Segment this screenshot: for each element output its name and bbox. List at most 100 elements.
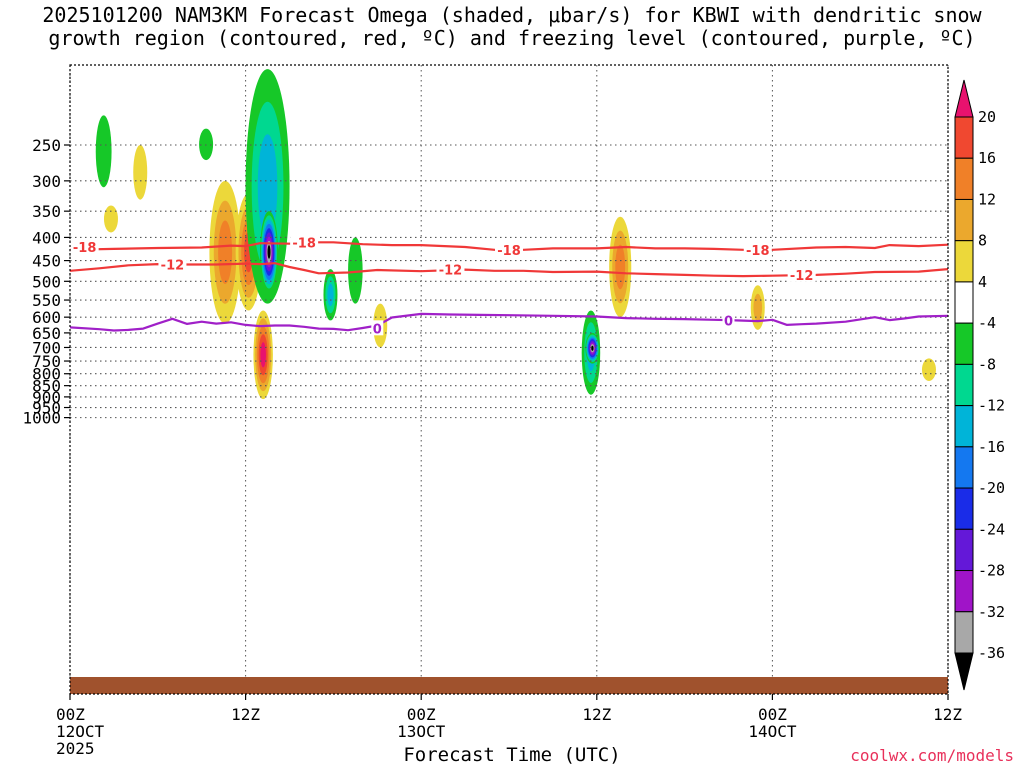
contour-label-bg	[436, 261, 465, 277]
colorbar-label: -16	[978, 438, 1005, 456]
contour-label-bg	[158, 256, 187, 272]
y-tick-label: 800	[32, 365, 61, 384]
y-tick-label: 450	[32, 252, 61, 271]
y-tick-label: 1000	[22, 409, 61, 428]
x-tick-label: 00Z	[407, 705, 436, 724]
x-tick-label: 12Z	[231, 705, 260, 724]
contour-label: -18	[497, 244, 521, 259]
omega-contour-fill	[267, 245, 271, 259]
y-tick-label: 250	[32, 136, 61, 155]
omega-contour-fill	[199, 128, 214, 161]
x-tick-date: 13OCT	[397, 722, 446, 741]
contour-label: -18	[746, 244, 770, 259]
colorbar-bin	[954, 240, 974, 283]
contour-label: 0	[724, 314, 733, 329]
y-tick-label: 300	[32, 172, 61, 191]
colorbar-bin	[954, 405, 974, 448]
omega-feature	[921, 358, 936, 381]
x-axis-label: Forecast Time (UTC)	[403, 744, 621, 766]
colorbar-label: -12	[978, 397, 1005, 415]
contour-label-bg	[722, 312, 735, 328]
credit-text[interactable]: coolwx.com/models	[850, 746, 1014, 765]
colorbar-bin	[954, 570, 974, 613]
y-tick-label: 550	[32, 291, 61, 310]
colorbar: 20 16 12 8 4 -4 -8 -12 -16 -20 -24 -28 -32 -36	[954, 79, 1005, 691]
y-axis: 2503003504004505005506006507007508008509…	[22, 136, 70, 428]
x-tick-label: 12Z	[933, 705, 962, 724]
omega-feature	[750, 285, 765, 330]
y-tick-label: 500	[32, 272, 61, 291]
contour-line	[70, 262, 948, 278]
colorbar-bottom-arrow	[954, 652, 974, 691]
contour-label-bg	[70, 239, 99, 255]
contour-label-bg	[787, 266, 816, 282]
y-tick-label: 400	[32, 228, 61, 247]
colorbar-label: -20	[978, 479, 1005, 497]
contour-label-bg	[290, 234, 319, 250]
y-tick-label: 750	[32, 352, 61, 371]
colorbar-label: -28	[978, 562, 1005, 580]
colorbar-label: -8	[978, 355, 996, 373]
colorbar-label: 16	[978, 149, 996, 167]
omega-feature	[95, 115, 112, 188]
omega-feature	[260, 211, 278, 293]
omega-contour-fill	[921, 358, 936, 381]
omega-contour-fill	[133, 145, 148, 200]
colorbar-label: -32	[978, 603, 1005, 621]
contour-label: -12	[161, 258, 185, 273]
colorbar-label: -4	[978, 314, 996, 332]
y-tick-label: 600	[32, 308, 61, 327]
contour-label-bg	[495, 241, 523, 257]
omega-contour-fill	[615, 244, 626, 290]
colorbar-bin	[954, 528, 974, 572]
omega-contour-fill	[95, 115, 112, 188]
omega-contour-fill	[348, 237, 363, 304]
omega-feature	[253, 310, 273, 400]
colorbar-bin	[954, 198, 974, 242]
omega-contour-fill	[218, 220, 233, 284]
colorbar-label: 8	[978, 232, 987, 250]
omega-feature	[348, 237, 363, 304]
x-tick-label: 00Z	[56, 705, 85, 724]
y-tick-label: 700	[32, 338, 61, 357]
colorbar-top-arrow	[954, 79, 974, 118]
grid-lines	[69, 65, 949, 694]
omega-feature	[609, 216, 632, 318]
colorbar-bin	[954, 487, 974, 530]
omega-feature	[323, 269, 338, 321]
title-line-1: 2025101200 NAM3KM Forecast Omega (shaded…	[42, 3, 982, 27]
x-tick-year: 2025	[56, 739, 95, 758]
contour-label-bg	[371, 320, 384, 336]
omega-feature	[585, 332, 600, 364]
colorbar-bin	[954, 116, 974, 159]
colorbar-bin	[954, 446, 974, 489]
omega-contour-fill	[327, 283, 334, 307]
omega-contour-fill	[260, 342, 266, 368]
contour-label: -12	[439, 264, 463, 279]
y-tick-label: 850	[32, 377, 61, 396]
y-tick-label: 650	[32, 324, 61, 343]
colorbar-bin	[954, 322, 974, 365]
x-tick-label: 12Z	[582, 705, 611, 724]
omega-feature	[103, 205, 118, 233]
plot-frame	[69, 64, 949, 695]
colorbar-bin	[954, 611, 974, 654]
colorbar-bin	[954, 281, 974, 324]
omega-feature	[209, 180, 241, 324]
omega-contour-fill	[257, 134, 278, 239]
omega-feature	[133, 145, 148, 200]
colorbar-label: 4	[978, 273, 987, 291]
contour-label: -18	[73, 241, 97, 256]
contour-line	[70, 312, 948, 332]
contour-label: -18	[292, 236, 316, 251]
contour-labels: -18 -18 -18 -18 -12 -12 -12 0 0	[70, 234, 816, 337]
x-tick-date: 14OCT	[748, 722, 797, 741]
y-tick-label: 350	[32, 202, 61, 221]
omega-feature	[199, 128, 214, 161]
title-line-2: growth region (contoured, red, ºC) and f…	[48, 26, 976, 50]
contour-label: -12	[790, 269, 814, 284]
plot-background	[70, 65, 948, 694]
omega-contour-fill	[591, 345, 594, 351]
x-tick-date: 12OCT	[56, 722, 105, 741]
